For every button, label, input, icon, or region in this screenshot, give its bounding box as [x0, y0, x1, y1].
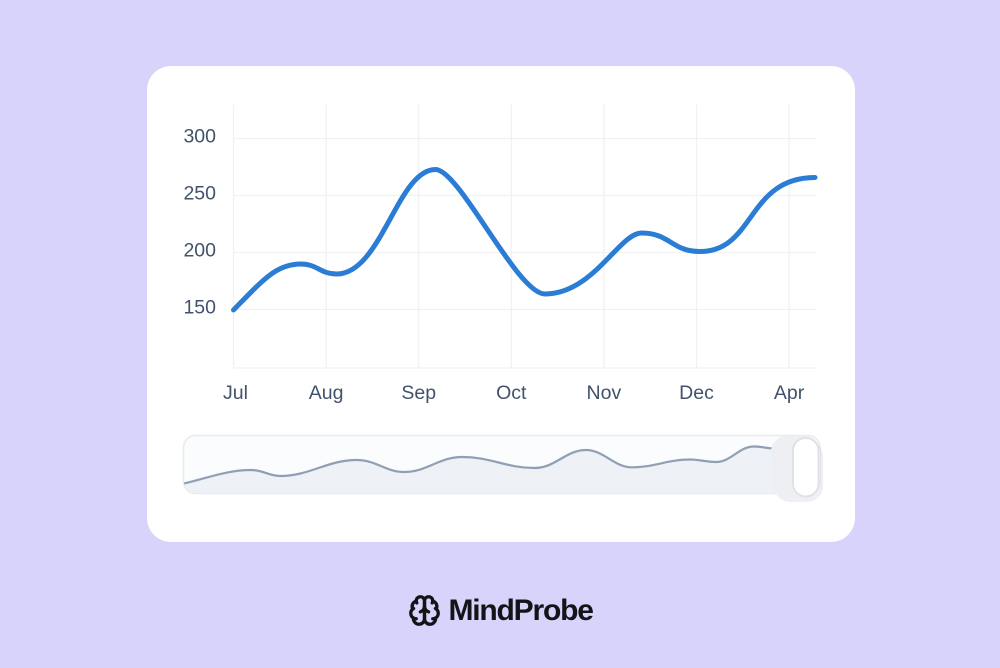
svg-text:300: 300 [183, 126, 216, 148]
svg-text:150: 150 [183, 297, 216, 319]
svg-text:Sep: Sep [401, 382, 436, 404]
svg-text:Dec: Dec [679, 382, 714, 404]
svg-text:Apr: Apr [774, 382, 805, 404]
svg-text:Jul: Jul [223, 382, 248, 404]
svg-text:Nov: Nov [587, 382, 622, 404]
svg-text:200: 200 [183, 240, 216, 262]
svg-text:Oct: Oct [496, 382, 527, 404]
svg-text:250: 250 [183, 183, 216, 205]
svg-text:Aug: Aug [309, 382, 344, 404]
